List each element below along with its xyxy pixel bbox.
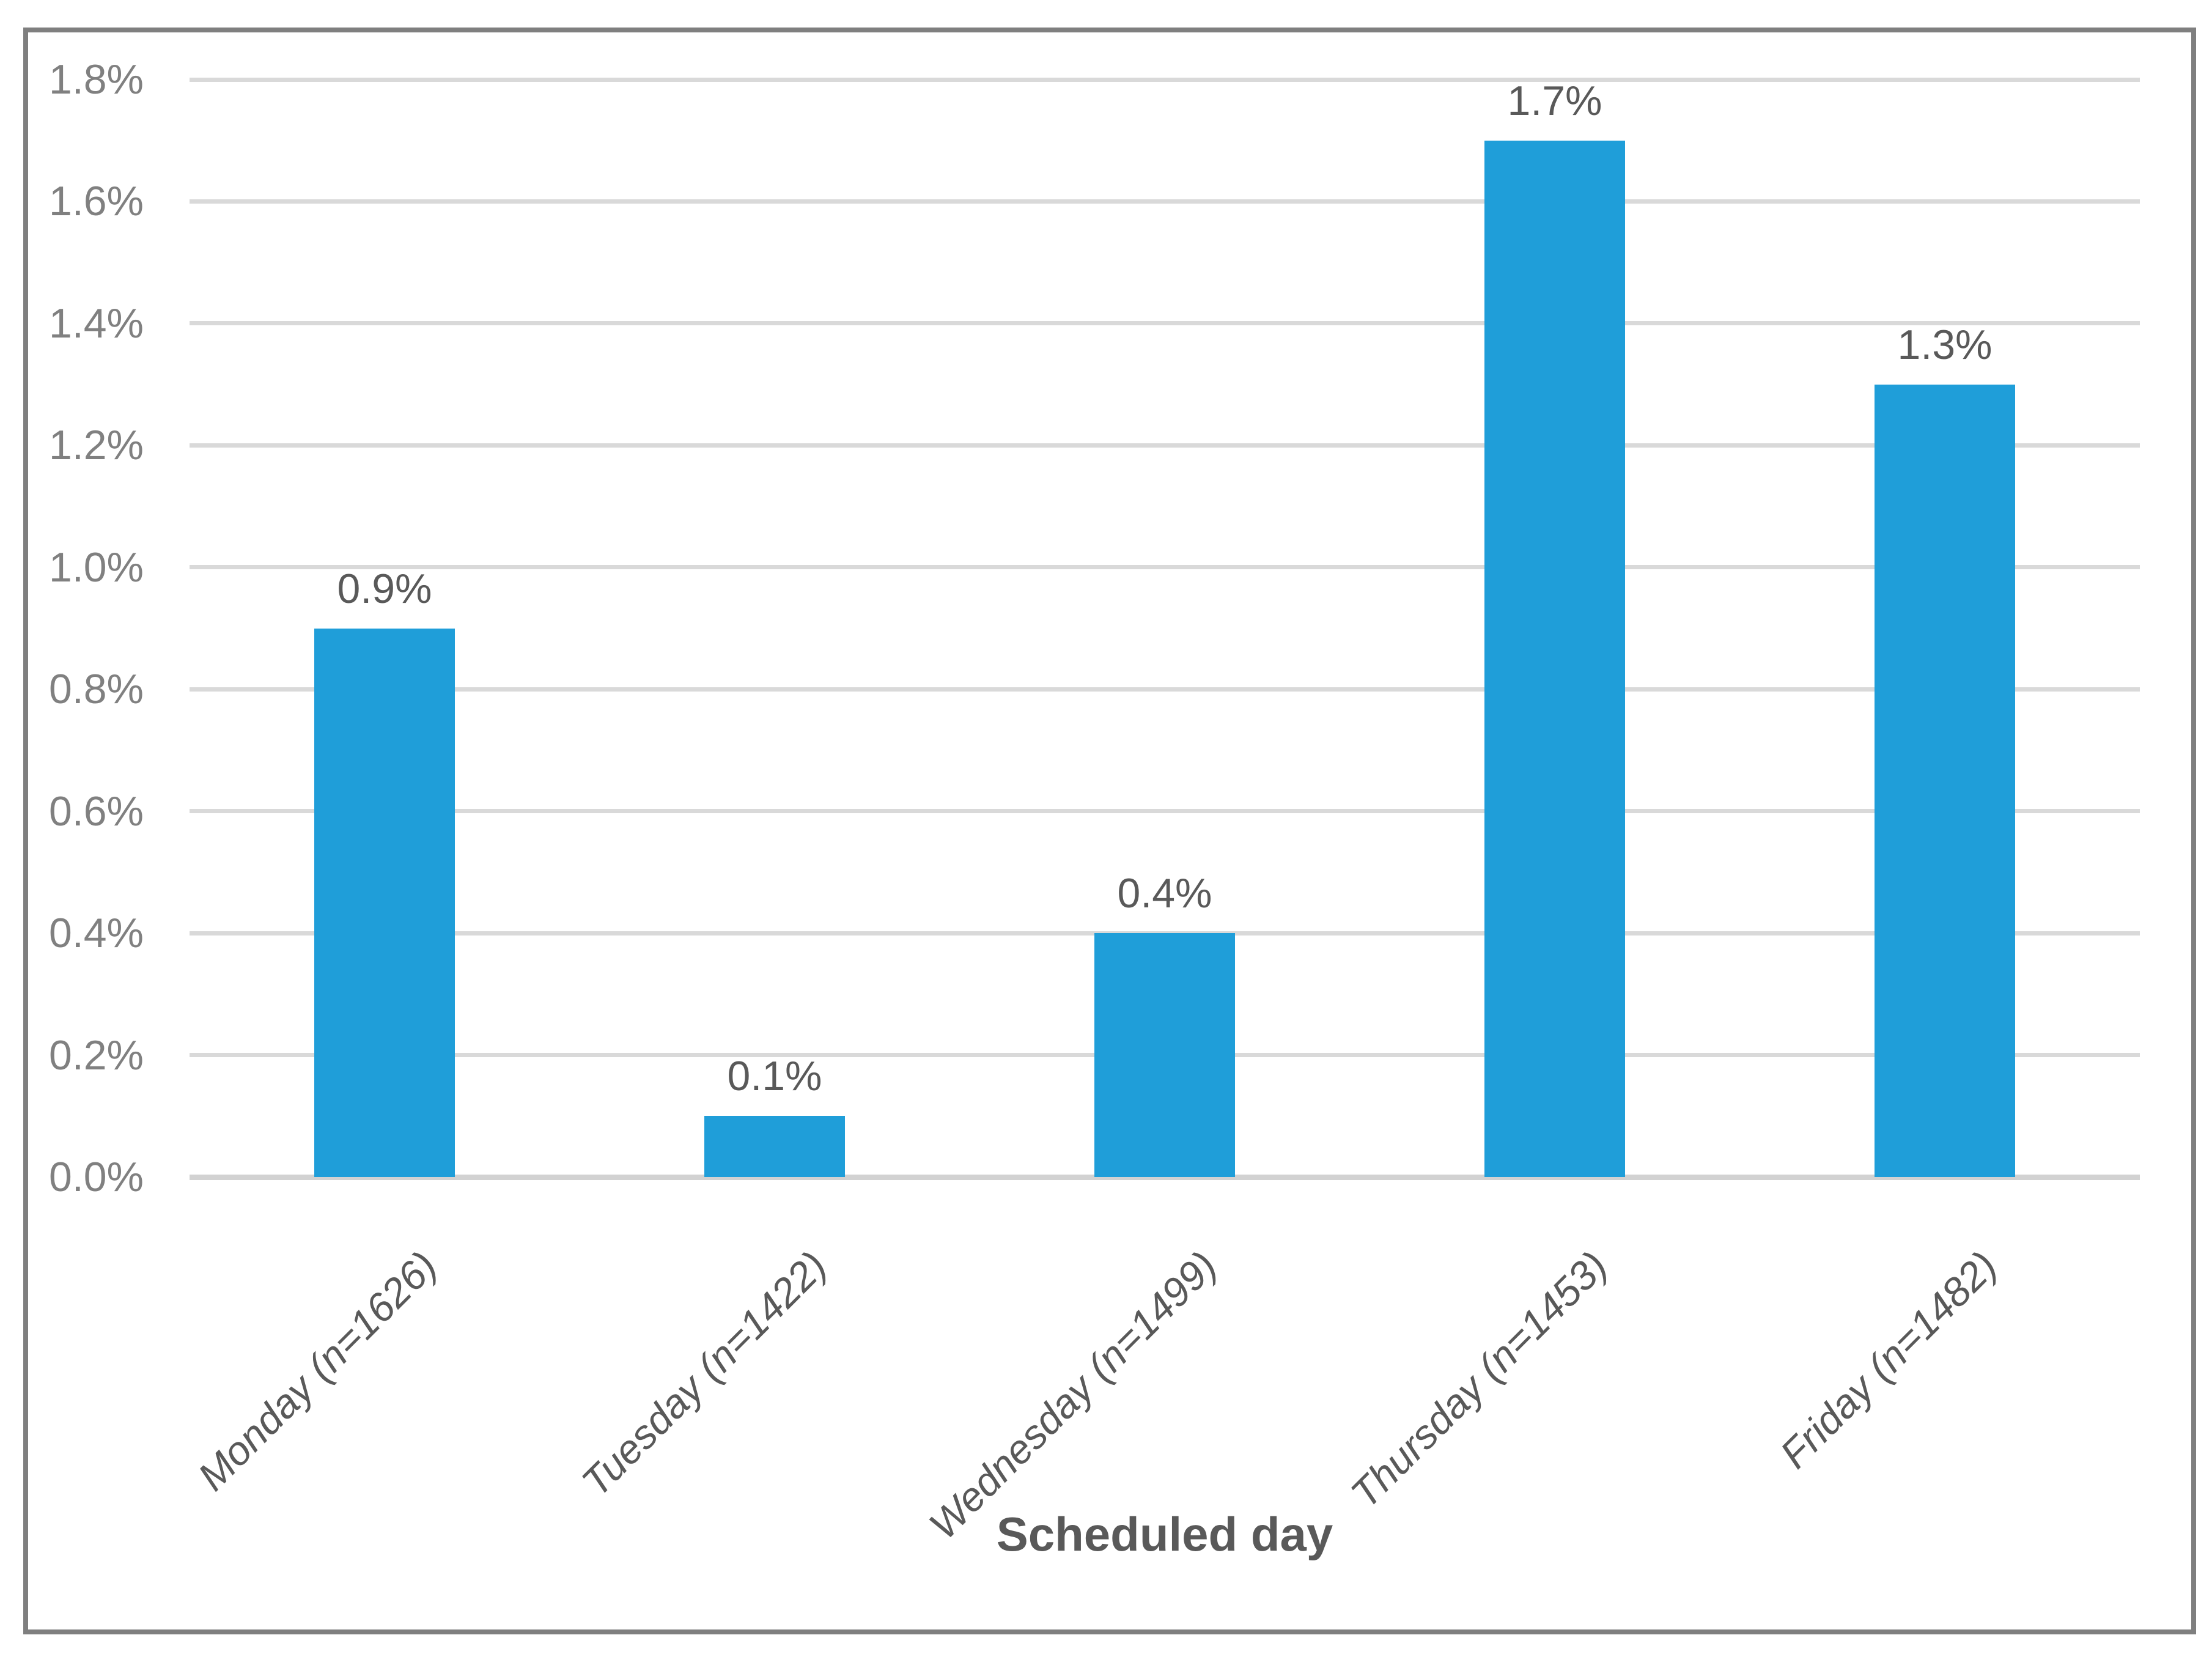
gridline <box>190 321 2140 326</box>
gridline <box>190 809 2140 814</box>
y-axis-tick-label: 0.0% <box>49 1154 144 1200</box>
bar <box>704 1116 845 1177</box>
y-axis-tick-label: 1.4% <box>49 300 144 347</box>
y-axis-tick-label: 1.0% <box>49 544 144 591</box>
bar-data-label: 0.4% <box>1117 870 1212 917</box>
bar <box>1875 384 2015 1177</box>
y-axis-tick-label: 1.2% <box>49 422 144 469</box>
bar-data-label: 1.7% <box>1507 77 1602 124</box>
gridline <box>190 443 2140 448</box>
bar-data-label: 0.1% <box>727 1053 822 1100</box>
bar <box>314 628 455 1177</box>
bar <box>1484 140 1625 1177</box>
bar-data-label: 0.9% <box>337 565 432 612</box>
y-axis-tick-label: 0.6% <box>49 788 144 835</box>
y-axis-tick-label: 0.8% <box>49 666 144 713</box>
bar <box>1094 933 1235 1177</box>
gridline <box>190 77 2140 82</box>
y-axis-tick-label: 1.6% <box>49 178 144 225</box>
gridline <box>190 687 2140 692</box>
gridline <box>190 565 2140 570</box>
y-axis-tick-label: 1.8% <box>49 56 144 103</box>
y-axis-tick-label: 0.2% <box>49 1031 144 1079</box>
gridline <box>190 199 2140 204</box>
y-axis-tick-label: 0.4% <box>49 910 144 957</box>
x-axis-line <box>190 1174 2140 1180</box>
x-axis-title: Scheduled day <box>996 1507 1333 1561</box>
bar-data-label: 1.3% <box>1897 321 1993 368</box>
